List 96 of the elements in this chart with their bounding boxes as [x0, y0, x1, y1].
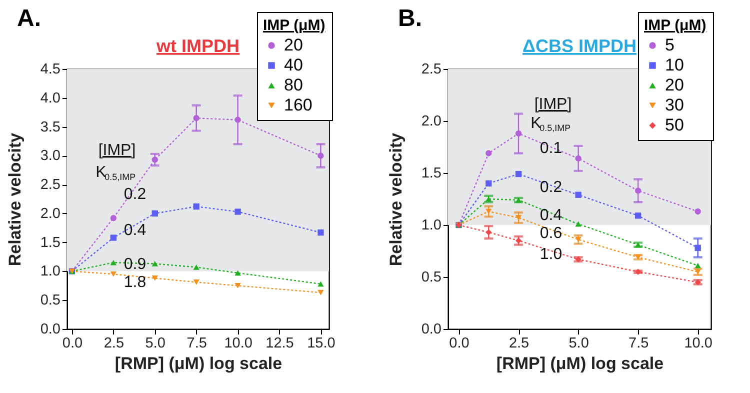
point	[575, 221, 582, 227]
point	[193, 115, 200, 122]
point	[234, 270, 241, 276]
annotation: 0.1	[540, 140, 562, 157]
point	[152, 261, 158, 266]
annotation: 0.9	[124, 256, 146, 273]
annotation: 0.4	[540, 207, 562, 224]
point	[515, 130, 522, 137]
x-tick-label: 15.0	[307, 336, 336, 352]
legend-label: 20	[284, 36, 303, 54]
point	[152, 210, 158, 217]
legend-title: IMP (μM)	[644, 17, 706, 34]
legend-label: 20	[665, 76, 684, 94]
point	[318, 281, 324, 287]
annotation: [IMP]	[98, 142, 136, 159]
legend-label: 5	[665, 36, 674, 54]
annotation: 0.2	[124, 186, 146, 203]
point	[193, 264, 200, 270]
point	[575, 155, 582, 162]
point	[575, 192, 582, 198]
y-tick-label: 2.0	[421, 114, 442, 130]
point	[234, 208, 241, 215]
x-tick-label: 0.0	[62, 336, 83, 352]
x-tick-label: 10.0	[684, 336, 712, 352]
legend-label: 50	[665, 116, 684, 134]
legend-label: 40	[284, 56, 303, 74]
point	[486, 229, 492, 236]
x-tick-label: 2.5	[508, 336, 530, 352]
x-tick-label: 0.0	[449, 336, 470, 352]
y-tick-label: 1.5	[40, 234, 60, 251]
x-tick-label: 2.5	[104, 336, 124, 352]
point	[486, 150, 492, 156]
y-tick-label: 0.5	[40, 292, 60, 309]
point	[193, 280, 200, 285]
point	[318, 229, 324, 236]
point	[318, 290, 324, 296]
y-tick-label: 3.5	[40, 119, 60, 136]
x-tick-label: 5.0	[145, 336, 166, 352]
y-tick-label: 4.5	[40, 62, 60, 78]
legend-label: 10	[665, 56, 684, 74]
y-axis-title: Relative velocity	[386, 132, 406, 266]
point	[515, 215, 522, 220]
x-tick-label: 7.5	[186, 336, 207, 352]
point	[234, 116, 241, 123]
annotation: 1.8	[124, 274, 146, 291]
point	[110, 214, 117, 222]
annotation: [IMP]	[534, 96, 572, 113]
y-tick-label: 1.5	[421, 166, 442, 182]
point	[152, 275, 158, 281]
point	[110, 271, 117, 277]
y-tick-label: 0.0	[40, 322, 60, 338]
y-tick-label: 1.0	[421, 218, 442, 234]
y-tick-label: 0.0	[421, 322, 442, 338]
y-tick-label: 2.5	[421, 62, 442, 78]
x-axis-title: [RMP] (μM) log scale	[496, 354, 664, 373]
point	[110, 260, 117, 266]
legend-title: IMP (μM)	[263, 17, 326, 34]
chart-title: ΔCBS IMPDH	[522, 36, 636, 56]
point	[318, 152, 324, 159]
y-tick-label: 1.0	[40, 264, 60, 280]
point	[486, 180, 492, 186]
x-tick-label: 5.0	[568, 336, 589, 352]
point	[634, 212, 642, 219]
point	[575, 236, 582, 242]
legend-label: 160	[284, 96, 312, 114]
chart-title: wt IMPDH	[156, 36, 240, 56]
y-tick-label: 3.0	[40, 148, 60, 164]
x-tick-label: 10.0	[224, 336, 252, 352]
point	[634, 268, 642, 275]
text: B.	[398, 5, 422, 32]
point	[234, 283, 241, 288]
annotation: 0.6	[540, 225, 562, 242]
legend-label: 30	[665, 96, 684, 114]
point	[515, 238, 522, 244]
y-tick-label: 2.5	[40, 177, 60, 194]
x-tick-label: 7.5	[628, 336, 649, 352]
y-tick-label: 2.0	[40, 206, 60, 222]
annotation: 0.2	[540, 179, 562, 196]
y-tick-label: 0.5	[421, 270, 442, 286]
point	[694, 208, 701, 215]
point	[634, 188, 642, 194]
point	[110, 234, 117, 241]
point	[152, 156, 158, 163]
point	[694, 262, 701, 268]
annotation: 0.4	[124, 222, 146, 239]
point	[515, 170, 522, 178]
y-tick-label: 4.0	[40, 90, 60, 106]
legend-label: 80	[284, 76, 303, 94]
point	[694, 269, 701, 274]
x-axis-title: [RMP] (μM) log scale	[114, 354, 282, 373]
x-tick-label: 12.5	[266, 336, 294, 352]
annotation: 1.0	[540, 246, 562, 263]
point	[193, 203, 200, 210]
point	[694, 244, 701, 251]
y-axis-title: Relative velocity	[5, 132, 24, 266]
text: A.	[17, 5, 41, 32]
